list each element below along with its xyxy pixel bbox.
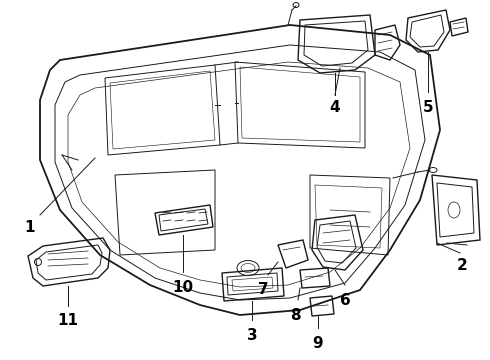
Text: 10: 10 — [172, 280, 194, 295]
Text: 6: 6 — [340, 293, 350, 308]
Text: 2: 2 — [457, 258, 467, 273]
Text: 1: 1 — [25, 220, 35, 235]
Text: 4: 4 — [330, 100, 341, 115]
Text: 9: 9 — [313, 336, 323, 351]
Text: 8: 8 — [290, 308, 300, 323]
Text: 5: 5 — [423, 100, 433, 115]
Text: 3: 3 — [246, 328, 257, 343]
Text: 7: 7 — [258, 282, 269, 297]
Text: 11: 11 — [57, 313, 78, 328]
